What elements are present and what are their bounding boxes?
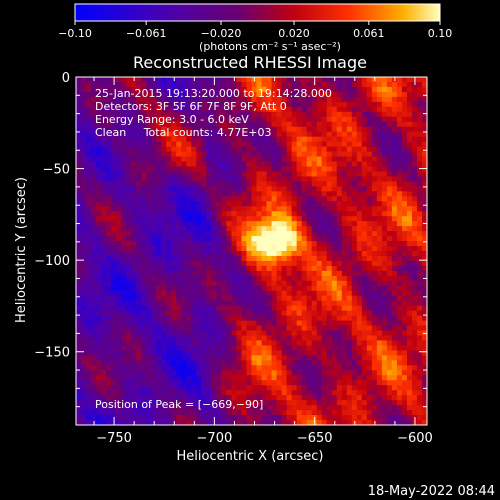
colorbar [74,3,441,22]
footer-timestamp: 18-May-2022 08:44 [368,484,495,499]
colorbar-tick-label: 0.020 [278,27,310,40]
x-tick-label: −700 [197,431,233,446]
annotation-energy: Energy Range: 3.0 - 6.0 keV [95,113,249,126]
x-tick-label: −750 [96,431,132,446]
colorbar-tick-label: −0.061 [126,27,167,40]
y-tick-label: −50 [43,163,70,178]
x-tick-label: −600 [397,431,433,446]
y-tick-label: 0 [62,71,70,86]
y-tick-label: −150 [34,346,70,361]
colorbar-tick-label: 0.061 [353,27,385,40]
y-tick-label: −100 [34,254,70,269]
colorbar-tick-label: 0.10 [428,27,453,40]
colorbar-units: (photons cm⁻² s⁻¹ asec⁻²) [199,40,341,53]
chart-title: Reconstructed RHESSI Image [133,53,367,72]
y-axis-label: Heliocentric Y (arcsec) [14,177,29,323]
annotation-detectors: Detectors: 3F 5F 6F 7F 8F 9F, Att 0 [95,100,287,113]
annotation-time: 25-Jan-2015 19:13:20.000 to 19:14:28.000 [95,87,332,100]
annotation-counts: Clean Total counts: 4.77E+03 [95,126,272,139]
peak-position-label: Position of Peak = [−669,−90] [95,398,263,411]
x-tick-label: −650 [297,431,333,446]
heatmap-image [76,77,428,426]
colorbar-tick-label: −0.020 [201,27,242,40]
colorbar-tick-label: −0.10 [58,27,92,40]
x-axis-label: Heliocentric X (arcsec) [177,449,324,464]
plot-frame [75,76,428,426]
